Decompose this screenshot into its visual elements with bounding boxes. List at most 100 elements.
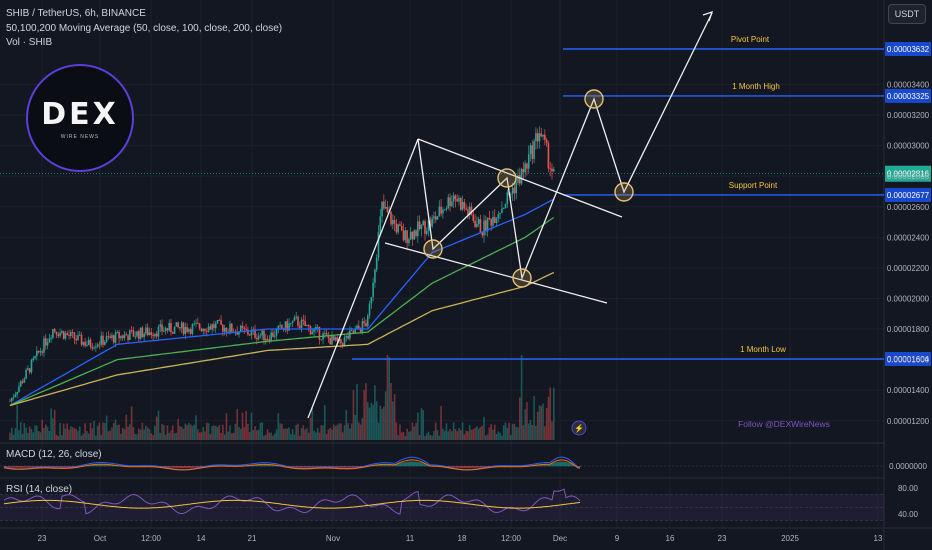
macd-histogram-bar	[191, 466, 193, 468]
volume-bar	[451, 431, 453, 440]
lightning-icon	[571, 420, 587, 436]
volume-bar	[112, 423, 115, 440]
level-lines: 0.00003632 0.00003325 0.00002677 0.00001604…	[0, 42, 931, 366]
volume-bar	[163, 424, 165, 440]
volume-bar	[485, 435, 487, 440]
volume-bar	[270, 432, 272, 440]
pivot-marker	[512, 268, 532, 288]
volume-bar	[16, 404, 18, 440]
volume-bar	[202, 427, 204, 440]
macd-histogram-bar	[463, 466, 465, 469]
candle-body	[384, 206, 387, 209]
macd-histogram-bar	[399, 463, 401, 467]
macd-histogram-bar	[357, 466, 359, 468]
level-value-box	[885, 88, 931, 103]
volume-bar	[100, 434, 103, 440]
volume-bar	[43, 427, 45, 440]
macd-histogram-bar	[299, 466, 301, 468]
candle-body	[279, 325, 281, 327]
volume-bar	[57, 435, 60, 440]
volume-bar	[468, 425, 471, 440]
volume-bar	[456, 431, 458, 440]
volume-bar	[21, 433, 24, 440]
volume-bar	[273, 433, 276, 440]
candle-body	[522, 169, 525, 173]
candle-body	[520, 169, 523, 184]
volume-bar	[443, 430, 446, 440]
macd-histogram-bar	[5, 466, 7, 467]
candle-body	[198, 323, 201, 329]
candle-body	[511, 187, 514, 194]
macd-histogram-bar	[41, 466, 43, 467]
candle-body	[161, 324, 163, 332]
logo-word: DEX	[41, 96, 119, 132]
candle-body	[125, 334, 128, 336]
candle-body	[375, 257, 378, 270]
macd-histogram-bar	[273, 464, 275, 467]
candle-body	[434, 216, 437, 220]
channel-lower	[384, 242, 608, 304]
volume-bar	[388, 357, 391, 440]
candle-body	[129, 330, 131, 341]
candle-body	[459, 198, 462, 210]
macd-histogram-bar	[33, 466, 35, 468]
candle-body	[531, 145, 534, 159]
axes: 0.00003400 0.00003200 0.00003000 0.00002800…	[38, 80, 930, 543]
volume-bar	[64, 428, 67, 440]
level-label: 1 Month Low	[740, 345, 786, 354]
candle-body	[80, 334, 83, 345]
volume-bar	[341, 432, 344, 440]
x-tick-label: 12:00	[501, 534, 522, 543]
volume-bar	[306, 427, 308, 440]
candle-body	[354, 328, 357, 334]
candle-body	[225, 327, 228, 333]
macd-histogram-bar	[255, 464, 257, 467]
macd-histogram-bar	[469, 466, 471, 469]
candle-body	[443, 209, 446, 211]
volume-bar	[345, 410, 348, 440]
candle-body	[527, 154, 530, 169]
volume-bar	[332, 424, 335, 440]
volume-bar	[338, 423, 340, 440]
trend-line	[307, 138, 419, 419]
candle-body	[300, 319, 303, 328]
candle-body	[180, 322, 183, 329]
macd-histogram-bar	[263, 464, 265, 467]
macd-histogram-bar	[419, 462, 421, 467]
candle-body	[445, 207, 448, 210]
volume-bar	[298, 435, 301, 440]
candle-body	[506, 192, 509, 204]
candle-body	[254, 329, 256, 338]
candle-body	[175, 322, 178, 327]
volume-bar	[197, 429, 199, 440]
macd-histogram-bar	[43, 466, 45, 467]
volume-bar	[118, 424, 120, 440]
candle-body	[263, 330, 265, 341]
candle-body	[526, 163, 528, 169]
moving-averages	[9, 198, 555, 407]
projection-path	[417, 12, 713, 281]
macd-histogram-bar	[459, 466, 461, 468]
candle-body	[298, 325, 301, 328]
volume-bar	[28, 426, 31, 440]
candle-body	[123, 334, 126, 339]
candle-body	[327, 334, 330, 339]
candle-body	[25, 369, 27, 379]
candle-body	[490, 219, 492, 226]
y-tick-label: 0.00002200	[887, 264, 930, 273]
macd-histogram-bar	[31, 466, 33, 468]
volume-bar	[417, 412, 419, 440]
currency-button[interactable]: USDT	[888, 4, 926, 24]
macd-histogram-bar	[21, 466, 23, 468]
candle-body	[411, 231, 414, 240]
candle-body	[78, 334, 81, 336]
volume-bar	[125, 414, 128, 440]
candle-body	[533, 141, 535, 159]
volume-bar	[370, 402, 373, 440]
candle-body	[223, 327, 226, 332]
macd-histogram-bar	[415, 461, 417, 467]
macd-histogram-bar	[379, 464, 381, 467]
volume-bar	[25, 427, 27, 440]
candle-body	[150, 332, 153, 335]
